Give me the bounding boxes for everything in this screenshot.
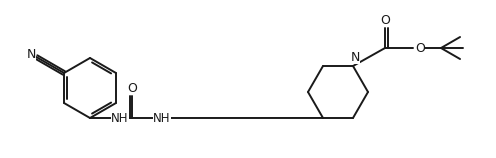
Text: N: N [350,51,360,64]
Text: O: O [127,82,137,94]
Text: O: O [415,42,425,55]
Text: O: O [380,14,390,27]
Text: NH: NH [111,112,129,125]
Text: N: N [26,48,36,61]
Text: NH: NH [153,112,171,125]
